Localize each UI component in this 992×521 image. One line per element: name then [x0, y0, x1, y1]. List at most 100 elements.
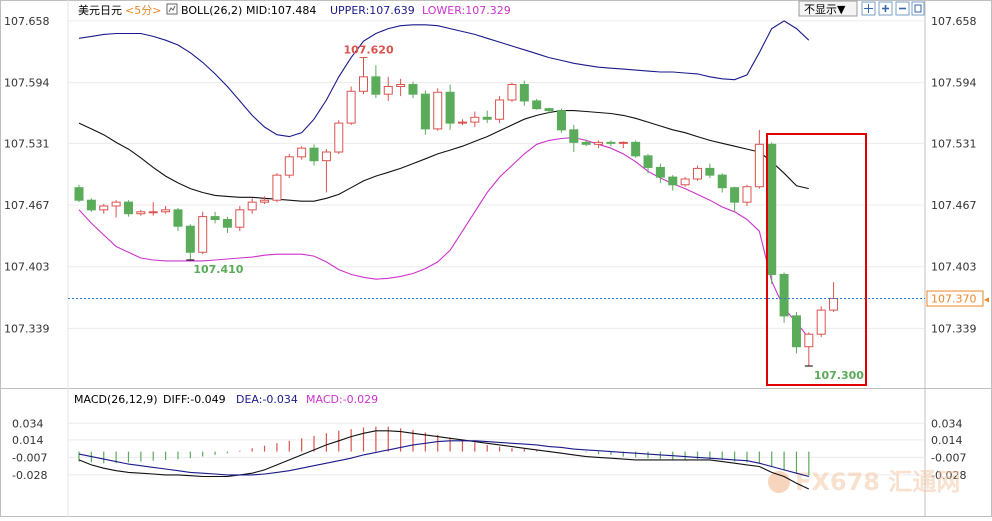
candle-body: [235, 209, 245, 228]
boll-lower-line: [78, 137, 810, 339]
candle-body: [556, 110, 566, 131]
current-price-arrow-icon: ◂: [984, 295, 989, 306]
candle-body: [408, 84, 418, 95]
candle-body: [272, 174, 282, 201]
candle-body: [606, 141, 616, 144]
candle-body: [321, 151, 331, 162]
boll-label: BOLL(26,2): [181, 4, 242, 17]
price-axis-left: 107.658 107.594 107.531 107.467 107.403 107.3…: [4, 15, 50, 335]
candle-body: [507, 84, 517, 101]
candle-body: [371, 76, 381, 95]
high-label: 107.620: [344, 44, 394, 57]
macd-histogram: [78, 426, 810, 476]
macd-hist-value: MACD:-0.029: [306, 393, 378, 406]
macd-axis-right: 0.034 0.014 -0.007 -0.028: [931, 417, 966, 482]
candle-body: [185, 225, 195, 253]
candle-body: [680, 178, 690, 186]
macd-tick-label-right: -0.007: [931, 451, 966, 464]
candle-body: [359, 76, 369, 92]
candle-body: [74, 187, 84, 201]
candle-body: [260, 199, 270, 203]
price-tick-label-right: 107.339: [931, 322, 977, 335]
candle-body: [495, 99, 505, 120]
price-axis-right: 107.658 107.594 107.531 107.467 107.403 107.3…: [931, 15, 977, 335]
macd-tick-label-left: 0.014: [12, 434, 44, 447]
macd-dea-line: [78, 440, 809, 478]
period-selector[interactable]: <5分>: [125, 4, 161, 17]
candle-body: [86, 199, 96, 211]
hide-indicator-button[interactable]: [798, 0, 858, 17]
upper-value: UPPER:107.639: [330, 4, 415, 17]
candle-body: [297, 147, 307, 158]
macd-axis-left: 0.034 0.014 -0.007 -0.028: [12, 417, 47, 482]
macd-diff-value: DIFF:-0.049: [163, 393, 226, 406]
candle-body: [148, 211, 158, 214]
candle-body: [730, 187, 740, 203]
candle-body: [433, 91, 443, 130]
candle-body: [668, 176, 678, 186]
macd-tick-label-right: 0.014: [931, 434, 963, 447]
lower-value: LOWER:107.329: [422, 4, 511, 17]
candle-body: [643, 155, 653, 168]
highlight-box: [766, 133, 867, 386]
macd-diff-line: [78, 430, 810, 490]
boll-upper-line: [78, 20, 810, 138]
candle-body: [210, 216, 220, 220]
price-panel-frame: [0, 0, 992, 389]
candle-body: [247, 201, 257, 211]
candle-body: [222, 218, 232, 228]
boll-toggle-icon[interactable]: [166, 3, 178, 15]
macd-dea-value: DEA:-0.034: [236, 393, 298, 406]
fullscreen-icon[interactable]: [911, 1, 925, 16]
candle-body: [111, 201, 121, 207]
candle-body: [581, 141, 591, 145]
zoom-out-icon[interactable]: [895, 1, 910, 16]
candle-body: [631, 141, 641, 157]
boll-line-glyph: [168, 5, 176, 13]
bollinger-bands: [78, 20, 810, 339]
watermark: FX678 汇通网: [768, 468, 960, 496]
zoom-in-icon[interactable]: [878, 1, 893, 16]
candle-body: [470, 116, 480, 123]
macd-title: MACD(26,12,9): [74, 393, 158, 406]
price-tick-label-right: 107.594: [931, 77, 977, 90]
price-tick-label-right: 107.403: [931, 261, 977, 274]
candle-body: [445, 91, 455, 124]
macd-tick-label-right: 0.034: [931, 417, 963, 430]
price-legend: 美元日元 <5分> BOLL(26,2) MID:107.484 UPPER:1…: [78, 3, 511, 17]
price-tick-label-left: 107.594: [4, 77, 50, 90]
candle-body: [816, 309, 826, 335]
candle-body: [334, 122, 344, 153]
candles: [74, 57, 839, 366]
candle-body: [161, 209, 171, 213]
low-label-left: 107.410: [193, 263, 243, 276]
price-tick-label-left: 107.467: [4, 199, 50, 212]
candle-body: [123, 201, 133, 215]
candle-body: [742, 186, 752, 203]
candle-body: [544, 108, 554, 112]
macd-tick-label-left: -0.028: [12, 469, 47, 482]
macd-tick-label-right: -0.028: [931, 469, 966, 482]
candle-body: [532, 100, 542, 110]
low-label-right: 107.300: [814, 369, 864, 382]
candle-body: [705, 167, 715, 176]
crosshair-icon[interactable]: [861, 1, 876, 16]
candle-body: [804, 333, 814, 348]
candle-body: [173, 209, 183, 227]
candle-body: [655, 166, 665, 178]
watermark-text: FX678 汇通网: [795, 468, 960, 496]
candle-body: [346, 90, 356, 124]
mid-value: MID:107.484: [246, 4, 316, 17]
candle-body: [618, 141, 628, 144]
price-tick-label-right: 107.467: [931, 199, 977, 212]
candle-body: [136, 211, 146, 215]
chart-toolbar: 不显示▼: [798, 0, 925, 17]
hide-indicator-label: 不显示▼: [804, 3, 846, 16]
candle-body: [754, 143, 764, 188]
price-tick-label-right: 107.658: [931, 15, 977, 28]
candle-body: [779, 273, 789, 317]
candle-body: [791, 315, 801, 348]
candle-body: [309, 147, 319, 162]
